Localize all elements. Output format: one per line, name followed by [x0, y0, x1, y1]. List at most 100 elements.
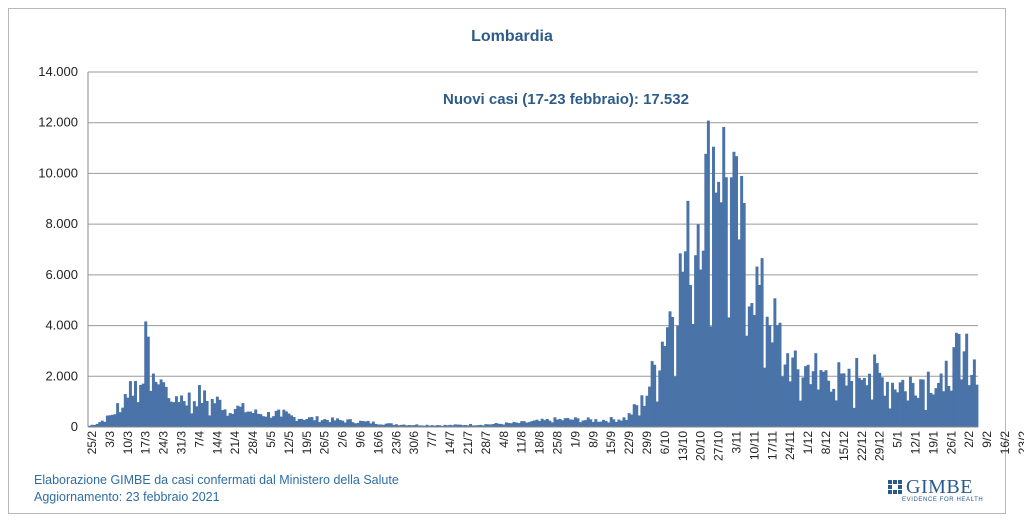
bar [888, 408, 892, 427]
bar [466, 425, 470, 427]
bar [829, 391, 833, 427]
bar [438, 425, 442, 427]
x-tick-label: 25/2 [85, 431, 99, 455]
bar [417, 425, 421, 427]
bar [719, 202, 723, 427]
bar [486, 424, 490, 427]
bar [525, 422, 529, 427]
bar [353, 423, 357, 427]
y-tick-label: 4.000 [45, 318, 78, 333]
bar [323, 419, 327, 427]
bar [128, 381, 132, 427]
bar [745, 335, 749, 427]
bar [653, 364, 657, 427]
x-tick-label: 10/11 [747, 431, 761, 460]
bar [139, 384, 143, 427]
bar [384, 423, 388, 427]
x-tick-label: 26/5 [318, 431, 332, 455]
bar [187, 392, 191, 427]
gimbe-logo-icon [888, 480, 902, 494]
x-tick-label: 2/6 [336, 431, 350, 448]
bar [341, 420, 345, 427]
bar [775, 325, 779, 427]
bar [804, 366, 808, 427]
bar [540, 418, 544, 427]
bar [463, 424, 467, 427]
bar [310, 417, 314, 427]
bar [231, 414, 235, 427]
bar [382, 424, 386, 427]
bar [361, 421, 365, 427]
x-tick-label: 12/1 [909, 431, 923, 455]
bar [169, 401, 173, 427]
bar [704, 153, 708, 428]
bar [837, 362, 841, 427]
bar [333, 420, 337, 427]
bar [954, 332, 958, 427]
bar [272, 416, 276, 427]
y-tick-label: 8.000 [45, 216, 78, 231]
bar [522, 421, 526, 427]
bar [944, 360, 948, 427]
bar [346, 419, 350, 427]
bar [683, 251, 687, 427]
bar [108, 415, 112, 427]
bar [839, 373, 843, 427]
x-tick-label: 1/9 [568, 431, 582, 448]
bar [765, 316, 769, 427]
y-tick-label: 0 [71, 419, 78, 434]
bar [758, 285, 762, 427]
bar [435, 425, 439, 427]
bar [832, 388, 836, 427]
bar [543, 420, 547, 427]
footer-updated: Aggiornamento: 23 febbraio 2021 [34, 490, 220, 504]
bar [783, 364, 787, 427]
bar [430, 425, 434, 427]
bar [95, 423, 99, 427]
x-tick-label: 18/8 [533, 431, 547, 455]
bar [295, 420, 299, 427]
bar [90, 424, 94, 427]
bar [504, 422, 508, 427]
bar [576, 418, 580, 427]
bar [249, 411, 253, 427]
bar [908, 376, 912, 427]
bar [98, 422, 102, 427]
bar [591, 421, 595, 427]
bar [241, 403, 245, 427]
bar [860, 379, 864, 427]
bar [786, 353, 790, 427]
bar [208, 415, 212, 427]
bar [111, 414, 114, 427]
x-tick-label: 8/12 [819, 431, 833, 455]
bar [203, 390, 207, 427]
bar [663, 346, 667, 427]
bar [742, 203, 746, 427]
bar [699, 269, 703, 427]
x-tick-label: 14/4 [210, 431, 224, 455]
bar [622, 417, 626, 427]
bar [136, 402, 140, 427]
bar [410, 425, 414, 427]
x-tick-label: 7/7 [425, 431, 439, 448]
bar [906, 400, 910, 427]
x-tick-label: 19/5 [300, 431, 314, 455]
bar [325, 420, 329, 427]
x-tick-label: 14/7 [443, 431, 457, 455]
x-tick-label: 17/11 [765, 431, 779, 460]
bar [635, 405, 639, 427]
bar [226, 415, 230, 427]
bar [604, 420, 608, 427]
bar [883, 395, 887, 427]
bar [93, 424, 97, 427]
bar [520, 421, 524, 427]
x-tick-label: 23/6 [389, 431, 403, 455]
bar [425, 424, 429, 427]
bar [609, 417, 613, 427]
bar [957, 334, 961, 427]
bar [256, 413, 260, 427]
bar [842, 373, 846, 427]
bar [612, 419, 616, 427]
bar [556, 419, 559, 427]
bar [164, 386, 168, 427]
